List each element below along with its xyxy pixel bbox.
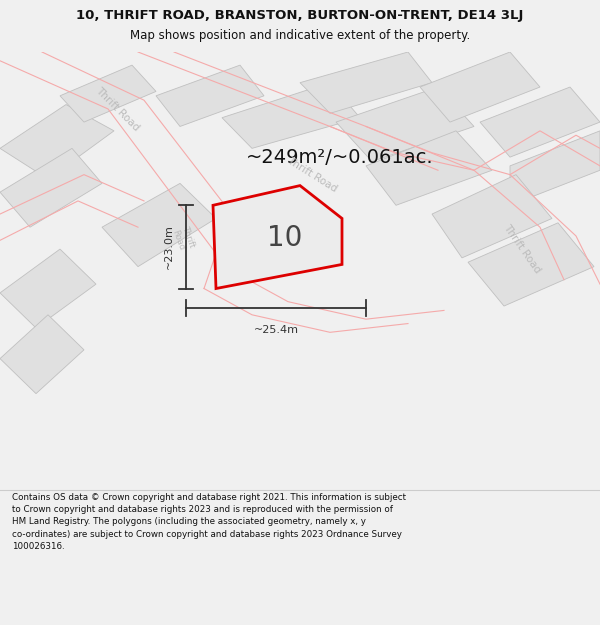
Polygon shape — [366, 131, 492, 205]
Text: ~249m²/~0.061ac.: ~249m²/~0.061ac. — [246, 148, 434, 167]
Text: Thrift
Road: Thrift Road — [170, 224, 196, 252]
Polygon shape — [510, 131, 600, 205]
Polygon shape — [156, 65, 264, 126]
Polygon shape — [222, 82, 360, 148]
Polygon shape — [468, 223, 594, 306]
Polygon shape — [336, 87, 474, 161]
Polygon shape — [0, 104, 114, 179]
Text: 10: 10 — [268, 224, 302, 252]
Polygon shape — [60, 65, 156, 122]
Text: ~25.4m: ~25.4m — [254, 325, 299, 335]
Polygon shape — [102, 183, 216, 267]
Polygon shape — [0, 148, 102, 228]
Text: Contains OS data © Crown copyright and database right 2021. This information is : Contains OS data © Crown copyright and d… — [12, 493, 406, 551]
Polygon shape — [432, 174, 552, 258]
Text: Thrift Road: Thrift Road — [502, 222, 542, 276]
Text: Thrift Road: Thrift Road — [285, 155, 339, 194]
Polygon shape — [480, 87, 600, 157]
Text: ~23.0m: ~23.0m — [164, 224, 174, 269]
Polygon shape — [300, 52, 432, 113]
Text: Thrift Road: Thrift Road — [93, 85, 141, 132]
Polygon shape — [420, 52, 540, 122]
Polygon shape — [0, 249, 96, 328]
Polygon shape — [213, 186, 342, 289]
Polygon shape — [0, 315, 84, 394]
Text: Map shows position and indicative extent of the property.: Map shows position and indicative extent… — [130, 29, 470, 41]
Text: 10, THRIFT ROAD, BRANSTON, BURTON-ON-TRENT, DE14 3LJ: 10, THRIFT ROAD, BRANSTON, BURTON-ON-TRE… — [76, 9, 524, 21]
